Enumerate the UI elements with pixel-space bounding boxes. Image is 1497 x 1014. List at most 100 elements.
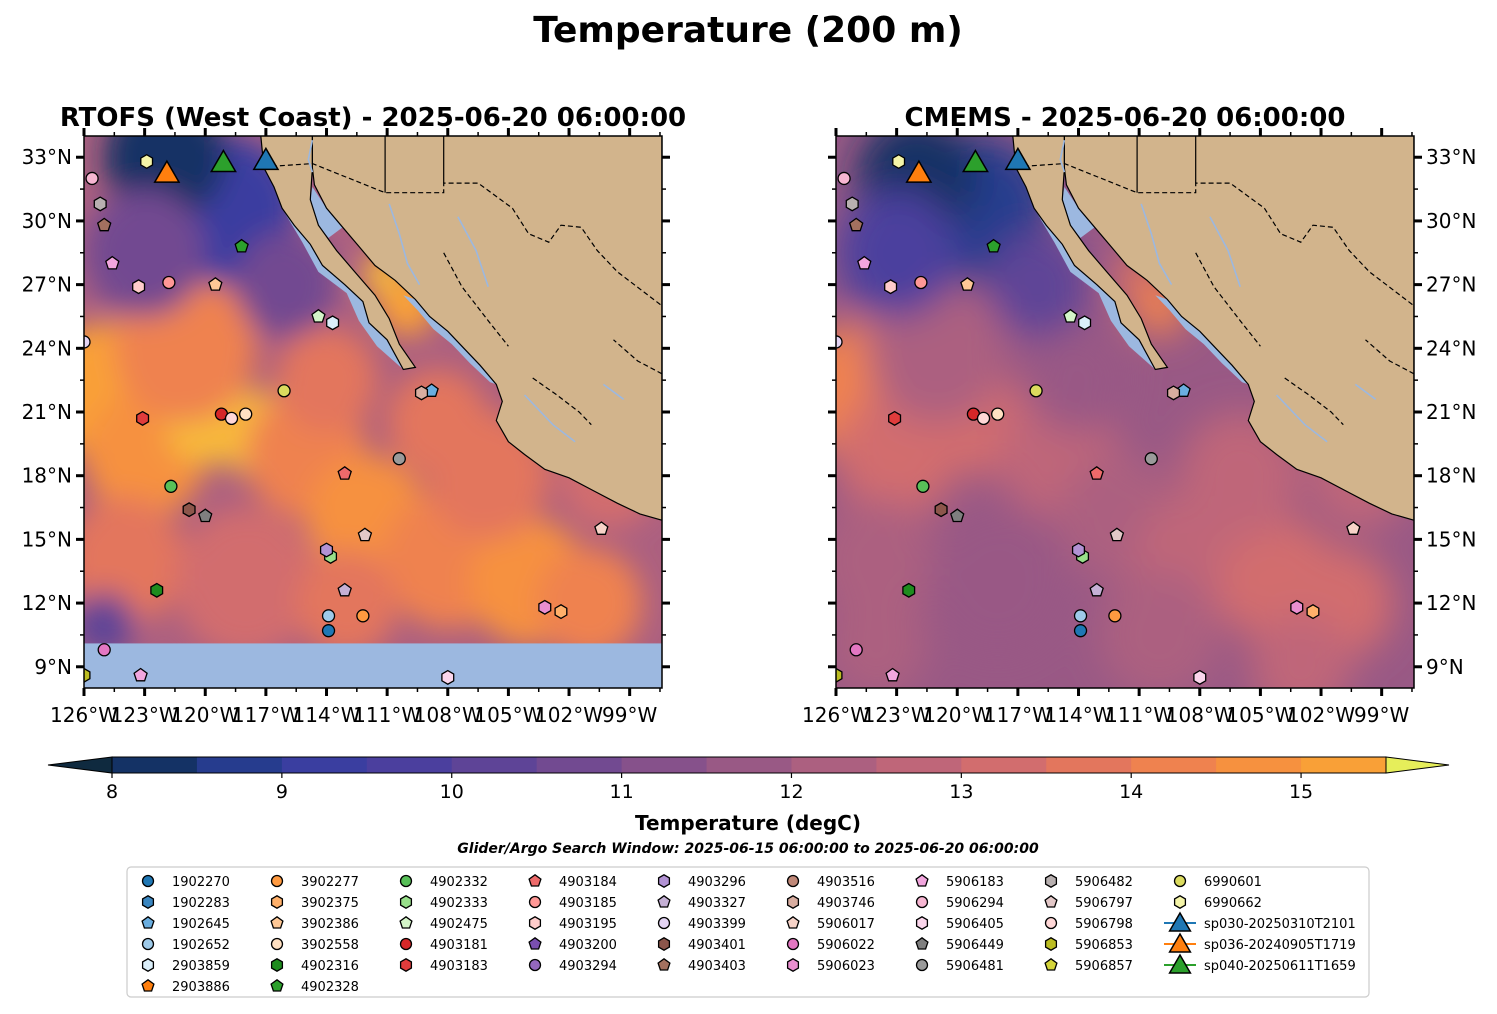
legend-marker [915, 936, 929, 950]
y-tick-label: 33°N [22, 145, 72, 169]
legend-marker [270, 895, 284, 909]
legend-marker [786, 874, 800, 888]
float-marker-2903859 [326, 315, 340, 331]
float-marker-4903184 [337, 465, 352, 480]
y-tick-label: 33°N [1426, 145, 1476, 169]
colorbar-tick-label: 11 [610, 781, 634, 803]
colorbar-extend-min [47, 756, 113, 774]
shelf-area [403, 295, 497, 385]
legend-label: 6990601 [1204, 875, 1262, 890]
legend-marker [657, 916, 671, 930]
legend-marker [399, 895, 413, 909]
y-tick-label: 18°N [22, 464, 72, 488]
temperature-eddy [275, 327, 378, 434]
float-marker-4903296 [1071, 542, 1086, 558]
colorbar-bin [451, 757, 538, 773]
x-tick-label: 114°W [1045, 703, 1113, 727]
legend-marker [141, 874, 155, 888]
legend-label: 4903200 [559, 938, 617, 953]
float-marker-4902475 [311, 308, 326, 323]
float-marker-5906023 [538, 599, 552, 615]
legend-marker [915, 873, 929, 887]
x-tick-label: 117°W [232, 703, 300, 727]
x-tick-label: 123°W [863, 703, 931, 727]
x-tick-label: 111°W [1105, 703, 1173, 727]
glider-marker-sp030-20250310T2101 [1004, 146, 1032, 171]
float-marker-4903399 [84, 335, 91, 349]
float-marker-5906183 [133, 667, 148, 682]
colorbar-tick-label: 9 [276, 781, 288, 803]
legend-marker [270, 937, 284, 951]
y-tick-label: 24°N [1426, 336, 1476, 360]
legend-marker [657, 874, 671, 888]
panel-title-rtofs: RTOFS (West Coast) - 2025-06-20 06:00:00 [60, 103, 686, 133]
float-marker-5906797 [1109, 527, 1125, 542]
y-tick-label: 9°N [34, 655, 72, 679]
legend-marker [399, 958, 413, 972]
legend-marker [141, 895, 155, 909]
state-border [613, 339, 662, 375]
glider-marker-sp040-20250611T1659 [962, 149, 989, 173]
y-tick-label: 12°N [22, 591, 72, 615]
state-border [443, 252, 509, 347]
legend-marker [1044, 894, 1058, 908]
float-marker-5906183 [857, 255, 872, 270]
temperature-eddy [836, 592, 927, 688]
x-tick-label: 117°W [984, 703, 1052, 727]
x-tick-label: 99°W [602, 703, 657, 727]
float-marker-5906482 [93, 196, 107, 212]
colorbar-bin [1301, 757, 1387, 773]
float-marker-4903184 [1089, 465, 1104, 480]
legend-marker [1044, 874, 1058, 888]
legend-label: 3902375 [301, 896, 359, 911]
legend-label: 1902645 [172, 917, 230, 932]
float-marker-4902316 [902, 582, 916, 598]
float-marker-4902328 [234, 238, 249, 253]
legend-label: 4903296 [688, 875, 746, 890]
float-marker-4903195 [132, 279, 146, 295]
legend-marker [528, 916, 542, 930]
river [602, 383, 625, 400]
float-marker-5906481 [392, 452, 406, 466]
legend-label: 1902270 [172, 875, 230, 890]
colorbar-tick-label: 13 [949, 781, 973, 803]
legend-label: 4903195 [559, 917, 617, 932]
search-window-note: Glider/Argo Search Window: 2025-06-15 06… [457, 841, 1039, 857]
map-panel-cmems: 126°W123°W120°W117°W114°W111°W108°W105°W… [802, 128, 1476, 727]
float-marker-5906023 [1290, 599, 1304, 615]
temperature-eddy [174, 507, 317, 657]
x-tick-label: 99°W [1354, 703, 1409, 727]
y-tick-label: 21°N [22, 400, 72, 424]
colorbar-bin [621, 757, 708, 773]
legend-marker [399, 937, 413, 951]
legend-label: 5906183 [946, 875, 1004, 890]
legend-marker [399, 874, 413, 888]
axis-ticks-rtofs: 126°W123°W120°W117°W114°W111°W108°W105°W… [22, 128, 670, 727]
float-marker-4903403 [96, 217, 112, 232]
river [1209, 216, 1241, 287]
float-markers-cmems [836, 146, 1361, 685]
temperature-eddy [387, 369, 489, 476]
legend-marker [915, 958, 929, 972]
no-data-band [84, 643, 662, 688]
float-markers-rtofs [84, 146, 609, 685]
river [1276, 394, 1328, 443]
legend-marker [528, 895, 542, 909]
legend-label: 5906857 [1075, 959, 1133, 974]
state-border [1284, 377, 1344, 426]
legend-marker [1044, 916, 1058, 930]
shelf-area [1155, 295, 1249, 385]
legend-label: 5906294 [946, 896, 1004, 911]
y-tick-label: 15°N [22, 527, 72, 551]
legend-label: sp036-20240905T1719 [1204, 938, 1356, 953]
colorbar-frame [111, 756, 1387, 774]
legend-marker [915, 895, 929, 909]
float-marker-3902558 [991, 407, 1005, 421]
float-marker-4903183 [136, 410, 150, 426]
legend-label: 4902332 [430, 875, 488, 890]
glider-marker-sp040-20250611T1659 [210, 149, 237, 173]
legend-label: 5906449 [946, 938, 1004, 953]
float-marker-4903296 [319, 542, 334, 558]
float-marker-4902316 [150, 582, 164, 598]
x-tick-label: 120°W [923, 703, 991, 727]
